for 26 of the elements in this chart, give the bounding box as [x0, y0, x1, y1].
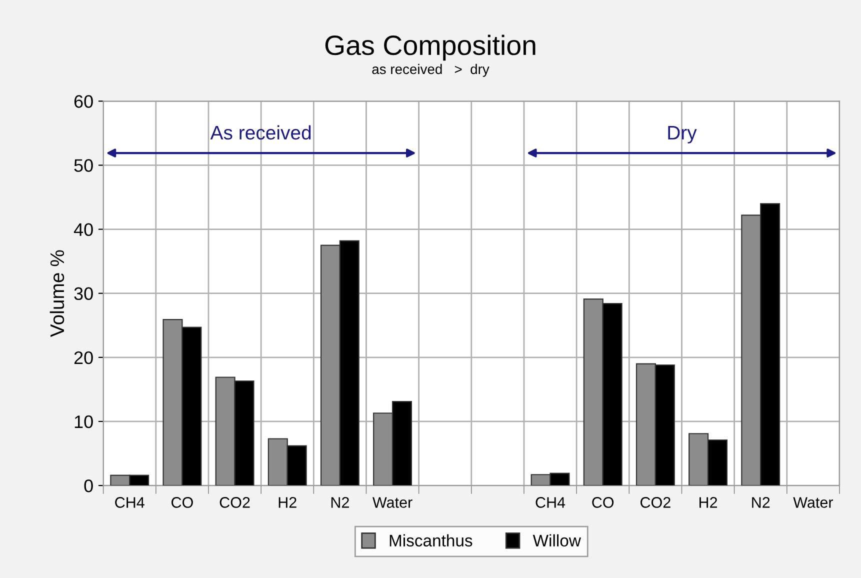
x-tick-label: CO2	[220, 497, 250, 508]
legend-label: Miscanthus	[390, 534, 472, 547]
y-axis-title: Volume %	[50, 250, 64, 338]
x-tick-label: Water	[793, 497, 834, 508]
x-tick-label: H2	[700, 497, 718, 508]
legend-label: Willow	[532, 534, 581, 547]
x-tick-label: CH4	[115, 497, 144, 508]
y-tick-label: 10	[74, 415, 93, 428]
x-tick-label: N2	[331, 497, 349, 508]
chart-title: Gas Composition	[325, 34, 536, 61]
x-tick-label: N2	[752, 497, 770, 508]
y-tick-label: 0	[84, 479, 93, 492]
x-tick-label: CO	[172, 497, 193, 508]
x-tick-label: H2	[278, 497, 296, 508]
annotation: Dry	[668, 126, 697, 144]
annotation: As received	[210, 125, 311, 140]
x-tick-label: CH4	[536, 497, 566, 508]
y-tick-label: 30	[74, 287, 93, 300]
y-tick-label: 40	[74, 223, 93, 236]
x-tick-label: CO	[592, 497, 614, 508]
x-tick-label: Water	[372, 497, 412, 508]
x-tick-label: CO2	[640, 497, 670, 508]
chart-subtitle: as received > dry	[372, 64, 490, 77]
y-tick-label: 20	[74, 351, 93, 364]
y-tick-label: 60	[74, 95, 93, 108]
y-tick-label: 50	[74, 159, 93, 172]
